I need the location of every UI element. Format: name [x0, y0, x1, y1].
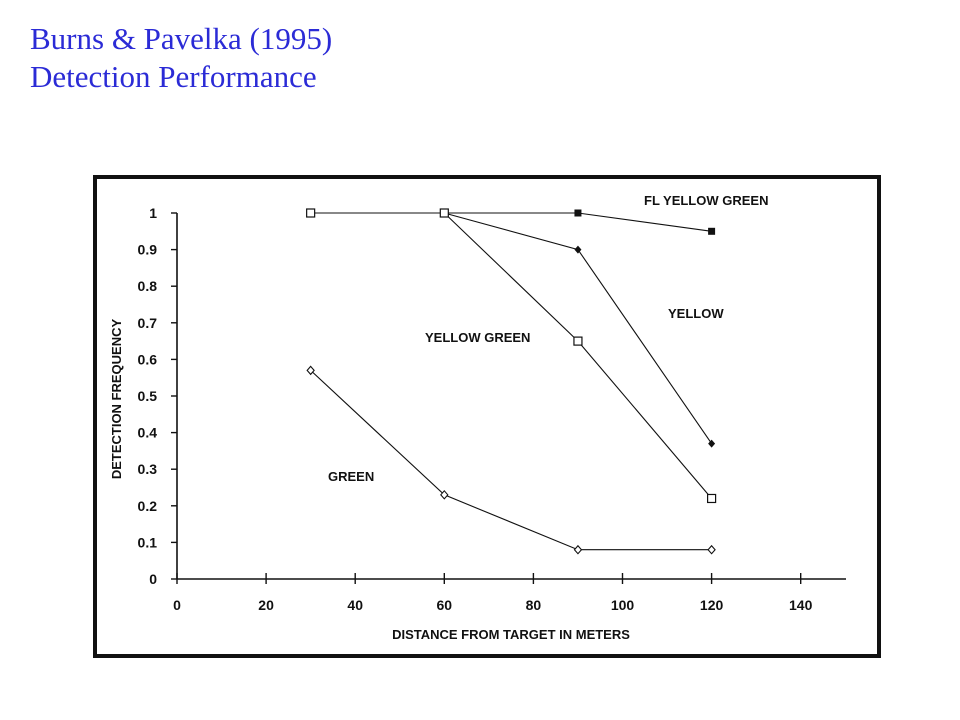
- point-yellow-green: [573, 336, 583, 346]
- series-label-green: GREEN: [328, 469, 374, 484]
- point-green: [306, 365, 315, 376]
- point-yellow-green: [306, 208, 316, 218]
- y-tick-label: 0.6: [138, 351, 158, 367]
- point-yellow: [574, 245, 582, 254]
- x-tick-label: 80: [526, 597, 542, 613]
- point-fl-yellow-green: [574, 209, 582, 217]
- x-tick-label: 120: [700, 597, 724, 613]
- point-yellow: [708, 439, 716, 448]
- series-line-green: [310, 369, 712, 551]
- slide-title-subject: Detection Performance: [30, 59, 317, 94]
- chart-axes: 0 20 40 60 80 100 120 140 0 0.1 0.2 0.3 0.4 0.5 0.6 0.7…: [138, 205, 846, 613]
- series-line-yellow-green: [310, 212, 713, 499]
- point-green: [573, 544, 583, 555]
- y-tick-label: 0.5: [138, 388, 158, 404]
- y-tick-label: 0.1: [138, 534, 158, 550]
- slide-title: Burns & Pavelka (1995) Detection Perform…: [30, 20, 332, 96]
- chart-frame: [93, 175, 881, 658]
- y-tick-label: 0.4: [138, 425, 158, 441]
- x-tick-label: 140: [789, 597, 813, 613]
- y-tick-label: 0.2: [138, 498, 158, 514]
- point-green: [440, 489, 449, 500]
- point-fl-yellow-green: [708, 227, 716, 235]
- y-tick-label: 0.7: [138, 315, 158, 331]
- y-tick-label: 1: [149, 205, 157, 221]
- y-tick-label: 0.3: [138, 461, 158, 477]
- y-tick-label: 0: [149, 571, 157, 587]
- x-tick-label: 20: [258, 597, 274, 613]
- x-axis-label: DISTANCE FROM TARGET IN METERS: [392, 627, 630, 642]
- series-label-yellow-green: YELLOW GREEN: [425, 330, 530, 345]
- y-tick-label: 0.8: [138, 278, 158, 294]
- y-axis-label: DETECTION FREQUENCY: [109, 319, 124, 480]
- x-tick-label: 100: [611, 597, 635, 613]
- point-green: [707, 544, 716, 555]
- point-yellow-green: [439, 208, 449, 218]
- chart-series: [306, 208, 717, 555]
- y-tick-label: 0.9: [138, 242, 158, 258]
- series-label-yellow: YELLOW: [668, 306, 724, 321]
- x-tick-label: 40: [347, 597, 363, 613]
- slide-title-authors: Burns & Pavelka (1995): [30, 21, 333, 56]
- series-label-fl-yellow-green: FL YELLOW GREEN: [644, 193, 768, 208]
- point-yellow-green: [706, 493, 717, 504]
- x-tick-label: 0: [173, 597, 181, 613]
- x-tick-label: 60: [437, 597, 453, 613]
